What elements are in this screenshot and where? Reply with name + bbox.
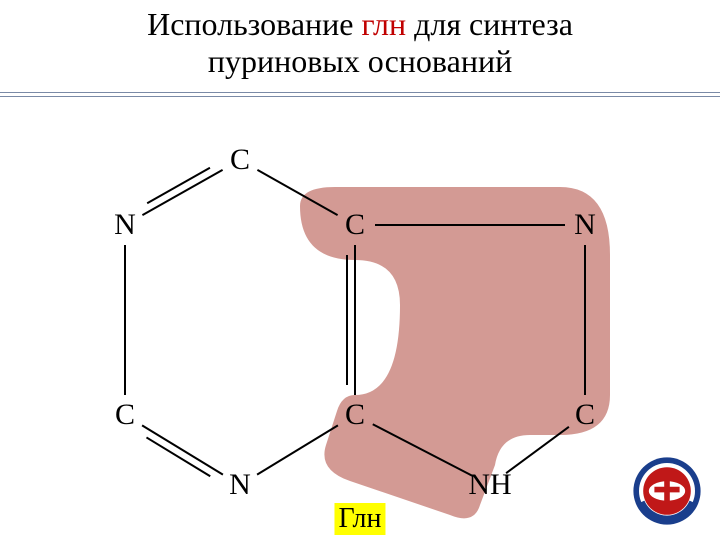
atom-C-left: C: [115, 398, 135, 432]
diagram-svg: [0, 95, 720, 540]
title-post: для синтеза: [406, 6, 573, 42]
glutamine-label: Глн: [334, 503, 385, 535]
atom-C-right: C: [575, 398, 595, 432]
slide-title: Использование глн для синтеза пуриновых …: [0, 0, 720, 80]
atom-C-tr: C: [345, 208, 365, 242]
title-line2: пуриновых оснований: [208, 43, 512, 79]
title-pre: Использование: [147, 6, 361, 42]
atom-N-bot: N: [229, 468, 251, 502]
purine-diagram: C N C N C C C N NH Глн: [0, 95, 720, 540]
atom-C-top: C: [230, 143, 250, 177]
atom-N-left: N: [114, 208, 136, 242]
atom-NH: NH: [468, 468, 511, 502]
atom-C-mid: C: [345, 398, 365, 432]
divider-top: [0, 92, 720, 93]
atom-N-right: N: [574, 208, 596, 242]
title-highlight: глн: [361, 6, 406, 42]
institution-logo-icon: [632, 456, 702, 526]
